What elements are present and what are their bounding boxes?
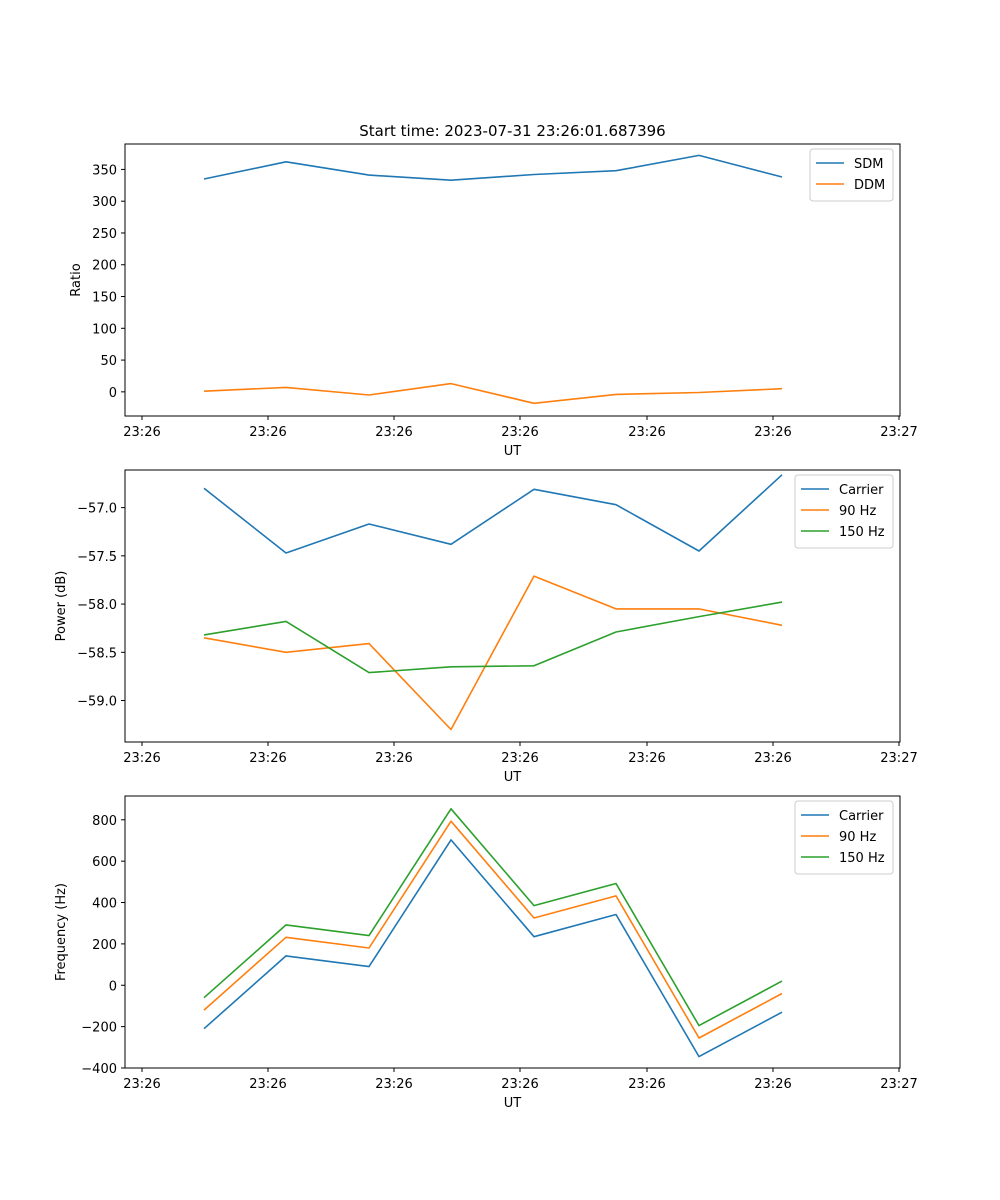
x-tick-label: 23:26 [123, 751, 160, 766]
y-axis-label: Ratio [69, 263, 84, 296]
y-tick-label: 300 [92, 195, 117, 210]
y-tick-label: 600 [92, 855, 117, 870]
x-tick-label: 23:26 [375, 751, 412, 766]
y-axis-label: Power (dB) [54, 571, 69, 642]
y-tick-label: 200 [92, 259, 117, 274]
x-tick-label: 23:26 [123, 1077, 160, 1092]
legend: Carrier 90 Hz 150 Hz [794, 800, 894, 875]
chart-panel-2: 23:26 23:26 23:26 23:26 23:26 23:26 23:27 UT −59… [54, 469, 918, 785]
x-tick-label: 23:26 [754, 1077, 791, 1092]
x-tick-label: 23:26 [501, 425, 538, 440]
legend-label: SDM [854, 157, 883, 172]
x-tick-label: 23:26 [754, 751, 791, 766]
y-tick-label: 50 [100, 354, 117, 369]
y-tick-label: 350 [92, 163, 117, 178]
series-line-sdm [203, 154, 783, 181]
y-tick-label: −58.0 [77, 598, 117, 613]
legend-label: 150 Hz [839, 851, 885, 866]
x-tick-label: 23:27 [880, 1077, 917, 1092]
y-tick-label: 150 [92, 291, 117, 306]
x-tick-label: 23:26 [628, 1077, 665, 1092]
y-axis-label: Frequency (Hz) [54, 883, 69, 981]
axes-frame [124, 143, 901, 417]
legend-label: 150 Hz [839, 525, 885, 540]
legend-box [794, 474, 894, 549]
legend-label: 90 Hz [839, 830, 876, 845]
x-tick-label: 23:27 [880, 425, 917, 440]
y-tick-label: 0 [109, 386, 117, 401]
y-tick-label: 800 [92, 814, 117, 829]
x-tick-label: 23:26 [628, 425, 665, 440]
x-tick-label: 23:26 [628, 751, 665, 766]
chart-panel-3: 23:26 23:26 23:26 23:26 23:26 23:26 23:27 UT −40… [54, 795, 918, 1111]
x-tick-label: 23:26 [123, 425, 160, 440]
legend-label: Carrier [839, 809, 884, 824]
x-tick-label: 23:26 [375, 1077, 412, 1092]
y-tick-label: 100 [92, 322, 117, 337]
legend-label: 90 Hz [839, 504, 876, 519]
x-tick-label: 23:27 [880, 751, 917, 766]
x-axis-label: UT [504, 770, 522, 785]
y-tick-label: 0 [109, 979, 117, 994]
legend-box [809, 148, 894, 202]
y-tick-label: −59.0 [77, 695, 117, 710]
series-line-ddm [203, 382, 783, 405]
y-tick-label: 250 [92, 227, 117, 242]
series-line-90-hz [203, 820, 783, 1039]
series-line-150-hz [203, 601, 783, 674]
y-tick-label: −58.5 [77, 646, 117, 661]
legend: Carrier 90 Hz 150 Hz [794, 474, 894, 549]
y-tick-label: −57.0 [77, 502, 117, 517]
y-tick-label: −200 [81, 1021, 117, 1036]
series-line-150-hz [203, 807, 783, 1027]
series-line-carrier [203, 839, 783, 1058]
chart-panel-1: Start time: 2023-07-31 23:26:01.687396 23… [69, 122, 918, 459]
x-tick-label: 23:26 [501, 1077, 538, 1092]
x-axis-label: UT [504, 444, 522, 459]
legend: SDM DDM [809, 148, 894, 202]
x-tick-label: 23:26 [249, 751, 286, 766]
axes-frame [124, 469, 901, 743]
x-tick-label: 23:26 [375, 425, 412, 440]
chart-title: Start time: 2023-07-31 23:26:01.687396 [359, 122, 665, 140]
series-line-carrier [203, 474, 783, 554]
x-tick-label: 23:26 [501, 751, 538, 766]
x-tick-label: 23:26 [249, 1077, 286, 1092]
legend-box [794, 800, 894, 875]
series-line-90-hz [203, 575, 783, 731]
y-tick-label: −57.5 [77, 550, 117, 565]
legend-label: Carrier [839, 483, 884, 498]
x-tick-label: 23:26 [754, 425, 791, 440]
y-tick-label: 200 [92, 938, 117, 953]
x-tick-label: 23:26 [249, 425, 286, 440]
y-tick-label: −400 [81, 1062, 117, 1077]
legend-label: DDM [854, 178, 885, 193]
x-axis-label: UT [504, 1096, 522, 1111]
y-tick-label: 400 [92, 897, 117, 912]
axes-frame [124, 795, 901, 1069]
